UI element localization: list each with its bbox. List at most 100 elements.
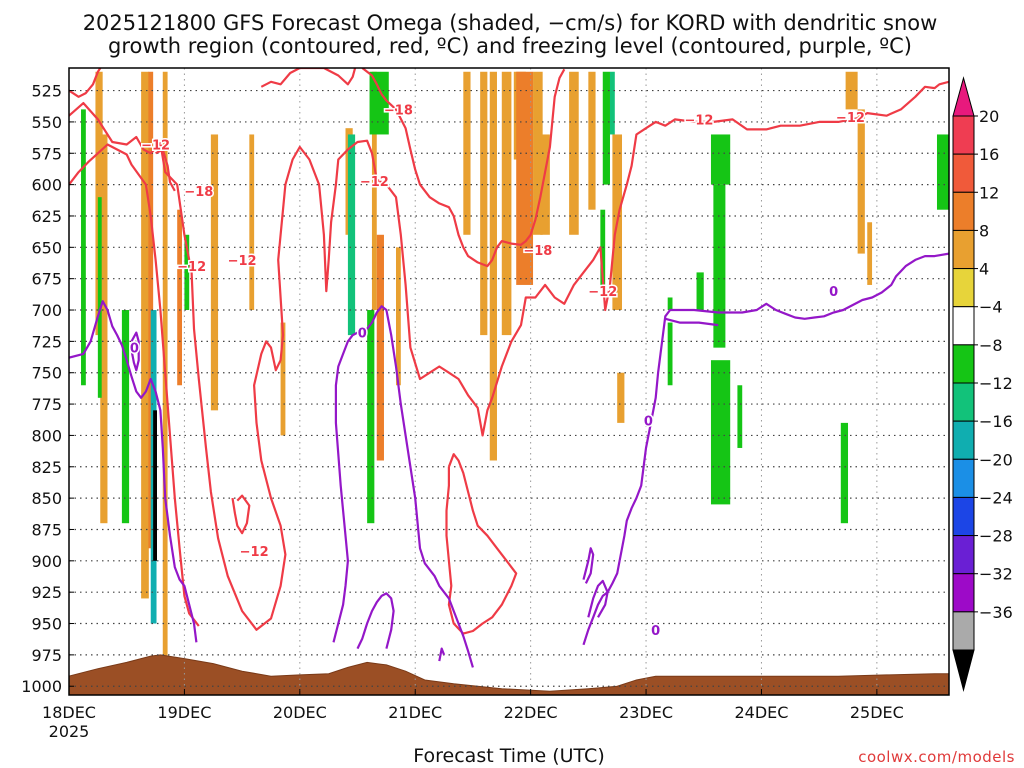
omega-cell <box>177 209 183 386</box>
x-tick-label: 23DEC <box>619 703 673 722</box>
omega-cell <box>141 71 149 599</box>
omega-cell <box>588 71 596 210</box>
colorbar-segment <box>952 573 975 613</box>
omega-cell <box>100 134 108 524</box>
y-tick-label: 650 <box>31 238 62 257</box>
colorbar-label: −36 <box>979 603 1013 622</box>
contour-label: 0 <box>130 342 139 357</box>
dendritic-growth-contours <box>69 68 949 635</box>
contour-label: 0 <box>651 624 660 639</box>
x-tick-label: 21DEC <box>388 703 442 722</box>
x-tick-year-label: 2025 <box>49 722 90 741</box>
contour-label: −12 <box>836 111 865 126</box>
omega-cell <box>376 234 384 461</box>
colorbar-label: −4 <box>979 298 1003 317</box>
freezing-level-contours <box>69 252 949 668</box>
omega-cell <box>667 322 673 386</box>
y-tick-label: 850 <box>31 489 62 508</box>
omega-cell <box>710 360 731 505</box>
omega-cell <box>121 310 130 524</box>
freezing-level-line <box>130 331 140 372</box>
omega-cell <box>857 109 865 254</box>
dgz-contour-line <box>260 68 357 88</box>
y-tick-label: 925 <box>31 583 62 602</box>
y-tick-label: 800 <box>31 426 62 445</box>
omega-cell <box>371 71 377 311</box>
colorbar-segment <box>952 306 975 346</box>
y-tick-label: 550 <box>31 113 62 132</box>
y-axis-ticks: 525 550 575 600 625 650 675 700 725 750 775 800 825 8… <box>21 82 74 696</box>
omega-cell <box>540 134 550 235</box>
y-tick-label: 575 <box>31 144 62 163</box>
y-tick-label: 600 <box>31 176 62 195</box>
colorbar-label: 16 <box>979 145 999 164</box>
colorbar-label: −20 <box>979 450 1013 469</box>
freezing-level-line <box>332 305 474 668</box>
omega-cell <box>845 71 858 110</box>
terrain-layer <box>69 654 949 695</box>
y-tick-label: 1000 <box>21 677 62 696</box>
contour-label: −12 <box>177 260 206 275</box>
dgz-contour-line <box>445 453 518 635</box>
omega-cell <box>713 184 726 348</box>
y-tick-label: 725 <box>31 332 62 351</box>
colorbar-segment <box>952 153 975 193</box>
colorbar-segment <box>952 535 975 575</box>
x-tick-label: 22DEC <box>504 703 558 722</box>
contour-label: −12 <box>141 138 170 153</box>
y-tick-label: 900 <box>31 552 62 571</box>
dgz-contour-line <box>69 80 949 631</box>
omega-cell <box>609 71 615 135</box>
omega-cell <box>602 71 610 185</box>
omega-cell <box>737 385 743 448</box>
colorbar-top-arrow <box>952 76 975 117</box>
omega-cell <box>569 71 579 235</box>
colorbar-label: −8 <box>979 336 1003 355</box>
omega-cell <box>840 422 849 524</box>
y-tick-label: 975 <box>31 646 62 665</box>
omega-cell <box>367 310 375 524</box>
omega-cell <box>710 134 731 185</box>
contour-label: 0 <box>829 285 838 300</box>
omega-cell <box>280 322 286 436</box>
colorbar-segment <box>952 496 975 537</box>
omega-cell <box>184 234 190 311</box>
dgz-contour-line <box>361 68 566 268</box>
freezing-level-line <box>582 547 595 584</box>
y-tick-label: 525 <box>31 82 62 101</box>
freezing-level-line <box>69 300 198 643</box>
dgz-contour-line <box>69 143 200 627</box>
plot-frame <box>68 67 950 696</box>
freezing-level-line <box>438 647 446 662</box>
freezing-level-line <box>665 317 719 327</box>
colorbar-label: 4 <box>979 260 989 279</box>
contour-label: −12 <box>228 254 257 269</box>
dgz-contour-line <box>231 494 251 535</box>
chart-title-line-2: growth region (contoured, red, ºC) and f… <box>108 34 912 58</box>
omega-cell <box>97 197 102 398</box>
colorbar-label: −32 <box>979 565 1013 584</box>
colorbar-label: −12 <box>979 374 1013 393</box>
x-tick-label: 20DEC <box>273 703 327 722</box>
y-tick-label: 675 <box>31 270 62 289</box>
omega-cell <box>516 71 534 285</box>
omega-cell <box>81 109 86 386</box>
colorbar-segment <box>952 458 975 498</box>
dgz-contour-line <box>69 68 102 98</box>
colorbar-segment <box>952 229 975 270</box>
colorbar-segment <box>952 382 975 422</box>
omega-cell <box>210 134 219 411</box>
dgz-contour-line <box>155 148 176 192</box>
colorbar-segment <box>952 268 975 308</box>
colorbar-label: −16 <box>979 412 1013 431</box>
x-tick-label: 19DEC <box>157 703 211 722</box>
freezing-level-line <box>582 252 949 646</box>
contour-label: −12 <box>588 285 617 300</box>
y-tick-label: 875 <box>31 520 62 539</box>
x-axis-title: Forecast Time (UTC) <box>413 745 604 767</box>
colorbar-label: 20 <box>979 107 999 126</box>
colorbar-label: −28 <box>979 527 1013 546</box>
chart-title-line-1: 2025121800 GFS Forecast Omega (shaded, −… <box>83 11 938 35</box>
x-tick-label: 25DEC <box>850 703 904 722</box>
